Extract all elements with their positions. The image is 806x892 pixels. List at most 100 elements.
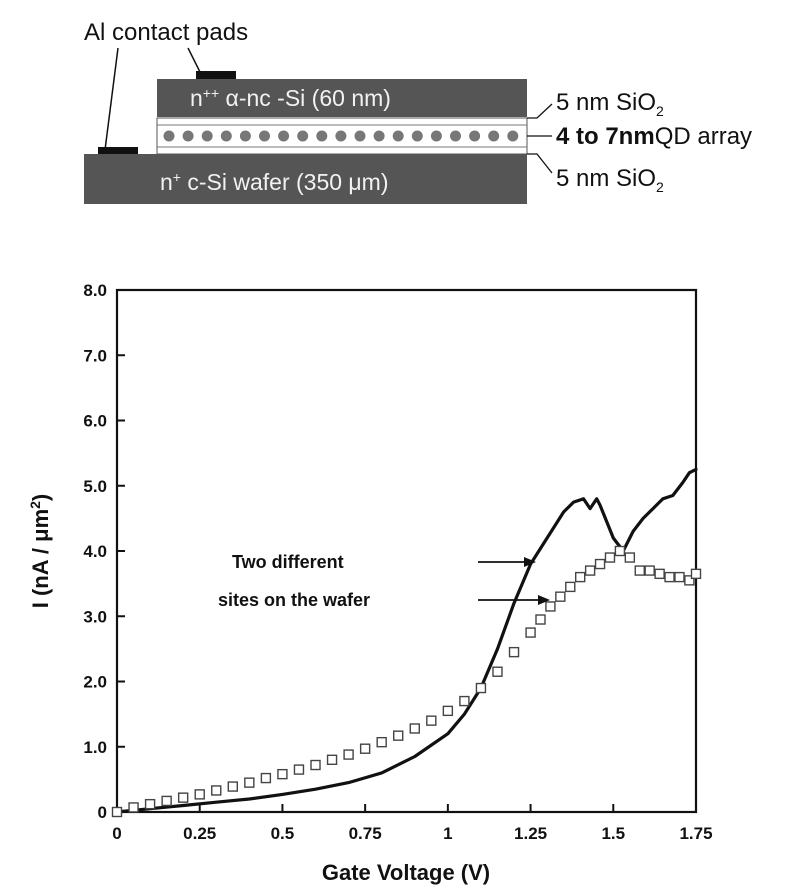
series-square-marker <box>674 571 685 583</box>
series-square-marker <box>565 581 576 593</box>
x-tick-label: 1.5 <box>601 824 625 843</box>
y-tick-label: 1.0 <box>83 738 107 757</box>
y-axis-ticks: 0 1.0 2.0 3.0 4.0 5.0 6.0 7.0 8.0 <box>83 281 125 822</box>
series-square-marker <box>128 802 139 813</box>
series-square-marker <box>614 545 626 557</box>
quantum-dot <box>220 130 232 142</box>
series-square-marker <box>177 792 189 803</box>
quantum-dot <box>488 130 500 142</box>
series-square-marker <box>293 764 305 775</box>
qd-dot-array <box>163 130 519 142</box>
oxide-top-label: 5 nm SiO2 <box>556 89 664 119</box>
series-square-marker <box>690 568 702 580</box>
x-tick-label: 0.25 <box>183 824 216 843</box>
x-tick-label: 1.75 <box>679 824 712 843</box>
wafer-rest: c-Si wafer (350 μm) <box>181 169 389 195</box>
y-tick-label: 8.0 <box>83 281 107 300</box>
wafer-sup: + <box>173 169 181 185</box>
quantum-dot <box>335 130 347 142</box>
series-square-marker <box>244 777 255 788</box>
series-square-marker <box>644 565 655 576</box>
quantum-dot <box>163 130 175 142</box>
annotation-arrowhead-solid <box>524 557 536 567</box>
quantum-dot <box>316 130 328 142</box>
quantum-dot <box>278 130 290 142</box>
quantum-dot <box>354 130 366 142</box>
x-tick-label: 0.5 <box>271 824 295 843</box>
series-square-marker <box>459 695 470 707</box>
oxide-bottom-leader <box>527 153 553 174</box>
y-axis-title-end: ) <box>28 494 53 501</box>
x-tick-label: 1 <box>443 824 452 843</box>
oxide-top-main: 5 nm SiO <box>556 89 656 116</box>
y-tick-label: 0 <box>98 803 107 822</box>
series-square-marker <box>277 768 288 780</box>
quantum-dot <box>201 130 213 142</box>
series-line-solid <box>115 467 698 814</box>
quantum-dot <box>469 130 481 142</box>
series-square-marker <box>393 730 404 741</box>
annotation-line-1: Two different <box>232 552 344 572</box>
series-layer <box>111 467 702 818</box>
x-tick-label: 1.25 <box>514 824 547 843</box>
series-square-marker <box>634 565 645 576</box>
series-square-marker <box>555 591 566 602</box>
device-diagram: Al contact pads n++ α-nc -Si (60 nm) n+ … <box>84 19 752 204</box>
x-tick-label: 0 <box>112 824 121 843</box>
series-square-marker <box>359 743 371 754</box>
series-square-marker <box>604 552 616 563</box>
series-square-marker <box>664 571 675 583</box>
series-square-marker <box>624 552 636 563</box>
oxide-bottom-label: 5 nm SiO2 <box>556 165 664 195</box>
series-square-marker <box>492 666 503 677</box>
y-tick-label: 5.0 <box>83 477 107 496</box>
series-square-marker <box>525 627 536 638</box>
annotation-line-2: sites on the wafer <box>218 590 370 610</box>
oxide-top-sub: 2 <box>656 103 664 119</box>
qd-size-bold: 4 to 7nm <box>556 123 655 150</box>
qd-array-text: QD array <box>655 123 752 150</box>
series-square-marker <box>535 614 546 625</box>
quantum-dot <box>259 130 270 142</box>
series-square-marker <box>545 601 556 612</box>
bottom-contact-pad <box>98 147 138 155</box>
wafer-label: n+ c-Si wafer (350 μm) <box>160 169 389 195</box>
y-axis-title-sup: 2 <box>27 501 43 509</box>
series-square-marker <box>376 736 387 748</box>
x-tick-label: 0.75 <box>349 824 382 843</box>
series-square-marker <box>684 575 695 586</box>
quantum-dot <box>392 130 404 142</box>
quantum-dot <box>239 130 251 142</box>
series-square-marker <box>194 789 205 800</box>
x-axis-ticks: 0 0.25 0.5 0.75 1 1.25 1.5 1.75 <box>112 804 713 843</box>
contact-leader-right <box>187 47 201 73</box>
iv-chart: 0 1.0 2.0 3.0 4.0 5.0 6.0 7.0 8.0 0 0.25 0.5 0.75 1 1… <box>27 281 713 885</box>
oxide-bottom-sub: 2 <box>656 179 664 195</box>
y-tick-label: 6.0 <box>83 412 107 431</box>
y-axis-title: I (nA / μm2) <box>27 494 53 609</box>
quantum-dot <box>182 130 194 142</box>
top-layer-sup: ++ <box>203 85 219 101</box>
series-square-marker <box>442 705 454 717</box>
series-square-marker <box>508 646 520 658</box>
series-square-marker <box>475 682 487 694</box>
y-tick-label: 4.0 <box>83 542 107 561</box>
wafer-layer <box>84 154 527 204</box>
qd-array-label: 4 to 7nmQD array <box>556 123 752 150</box>
quantum-dot <box>450 130 461 142</box>
series-square-marker <box>584 565 596 576</box>
series-square-marker <box>144 798 156 810</box>
quantum-dot <box>507 130 519 142</box>
annotation-arrowhead-markers <box>538 595 550 605</box>
contact-pads-label: Al contact pads <box>84 19 248 46</box>
quantum-dot <box>297 130 309 142</box>
series-square-marker <box>575 571 586 583</box>
series-square-marker <box>426 715 437 726</box>
series-square-marker <box>111 806 123 818</box>
quantum-dot <box>373 130 385 142</box>
plot-frame <box>115 288 698 814</box>
quantum-dot <box>411 130 423 142</box>
top-layer-prefix: n <box>190 85 203 111</box>
series-square-marker <box>260 772 272 784</box>
